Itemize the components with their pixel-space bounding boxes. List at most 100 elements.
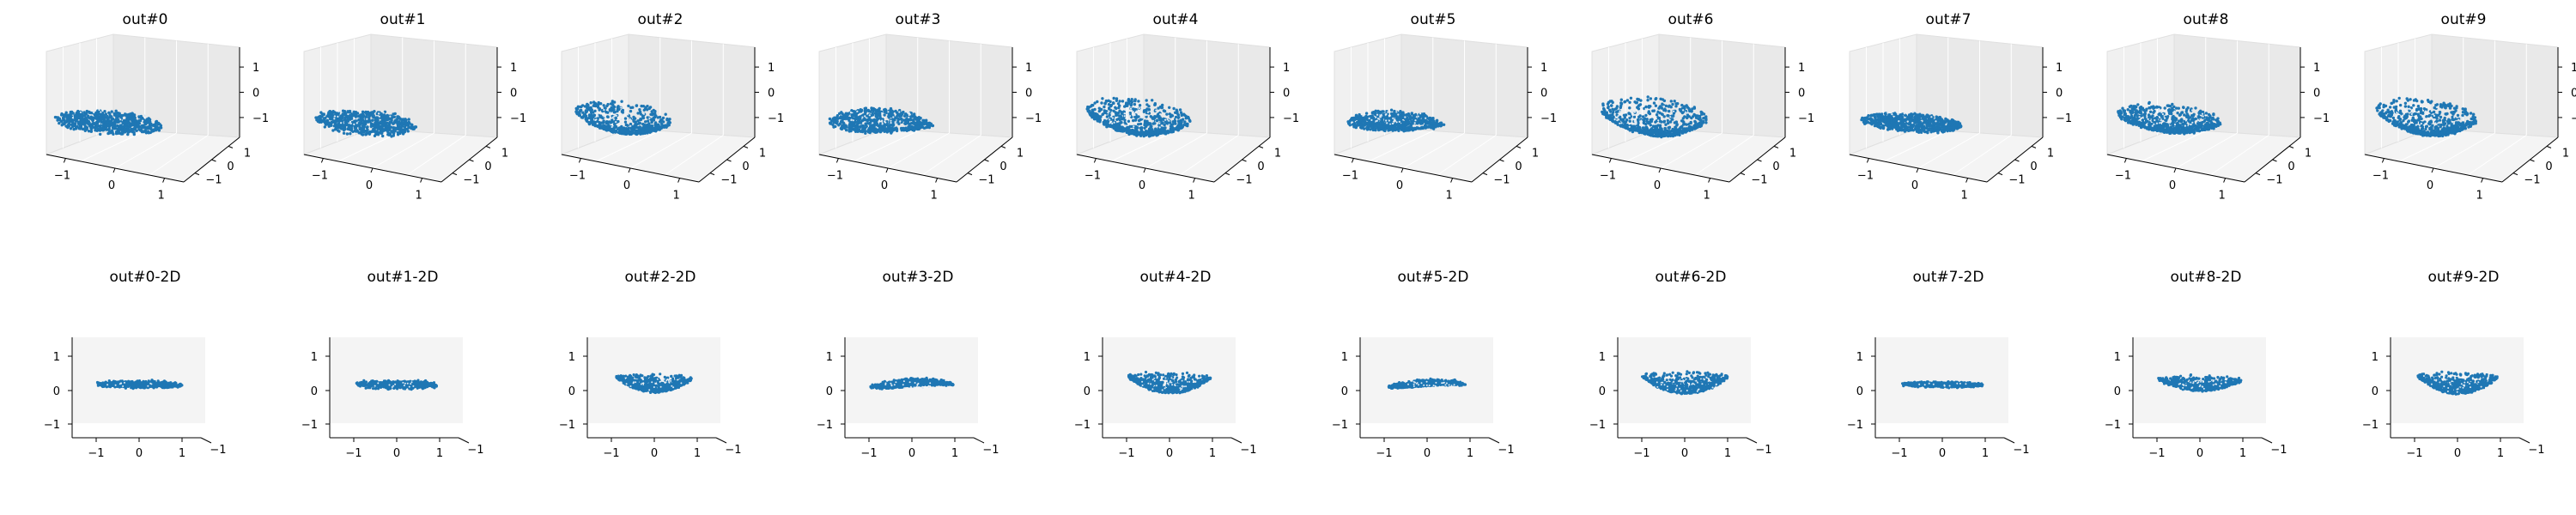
- data-point: [74, 119, 78, 123]
- data-point-highlight: [846, 119, 848, 122]
- data-point: [617, 130, 620, 134]
- data-point: [847, 112, 850, 116]
- data-point-highlight: [641, 379, 644, 381]
- data-point: [918, 126, 921, 130]
- data-point: [148, 120, 152, 124]
- data-point-highlight: [908, 116, 910, 118]
- data-point: [629, 109, 633, 113]
- data-point: [391, 130, 394, 134]
- data-point-highlight: [665, 381, 667, 384]
- data-point: [655, 128, 659, 131]
- data-point-highlight: [98, 108, 100, 112]
- data-point: [58, 121, 61, 125]
- data-point: [905, 127, 909, 131]
- data-point-highlight: [908, 112, 911, 114]
- data-point-highlight: [106, 384, 109, 386]
- data-point: [629, 130, 632, 134]
- data-point: [612, 108, 616, 112]
- data-point: [650, 113, 654, 117]
- data-point: [873, 107, 877, 112]
- data-point-highlight: [671, 385, 673, 387]
- data-point: [620, 100, 623, 103]
- data-point-highlight: [355, 122, 358, 124]
- data-point: [364, 386, 368, 390]
- x-tick-mark: [320, 158, 324, 163]
- data-point: [581, 111, 585, 114]
- data-point: [635, 104, 639, 107]
- data-point: [611, 100, 615, 104]
- data-point: [390, 119, 393, 123]
- data-point-highlight: [884, 120, 886, 123]
- data-point: [589, 101, 592, 105]
- data-point: [605, 104, 609, 108]
- z-tick-label: 1: [510, 62, 517, 75]
- x-tick-label-2d: 1: [436, 447, 443, 460]
- data-point: [55, 116, 58, 119]
- data-point: [635, 124, 638, 129]
- data-point: [332, 124, 337, 128]
- data-point: [179, 383, 183, 387]
- x-tick-label-2d: 0: [136, 447, 143, 460]
- data-point: [629, 106, 633, 110]
- data-point: [398, 131, 402, 136]
- data-point: [109, 116, 112, 119]
- data-point-highlight: [125, 111, 128, 113]
- x-tick-mark: [835, 158, 839, 163]
- data-point-highlight: [79, 111, 82, 113]
- data-point: [346, 118, 350, 122]
- data-point: [906, 122, 910, 125]
- depth-tick-label: −1: [982, 444, 999, 457]
- data-point: [69, 119, 72, 124]
- data-point: [95, 125, 99, 129]
- data-point-highlight: [887, 111, 890, 113]
- data-point: [911, 127, 914, 130]
- data-point: [840, 119, 843, 124]
- data-point: [353, 126, 356, 130]
- data-point: [151, 124, 155, 127]
- data-point: [322, 119, 325, 123]
- data-point: [661, 116, 665, 120]
- data-point: [362, 130, 366, 134]
- data-point: [917, 118, 921, 122]
- data-point: [364, 115, 368, 118]
- data-point: [659, 390, 662, 393]
- data-point: [380, 131, 384, 136]
- z-tick-label: 1: [1025, 62, 1032, 75]
- data-point: [607, 124, 611, 127]
- y-tick-label: 0: [484, 161, 491, 173]
- data-point: [854, 126, 858, 130]
- data-point: [841, 114, 846, 118]
- data-point: [894, 109, 897, 113]
- data-point-highlight: [898, 111, 901, 113]
- panel-2d-1: out#1-2D−110−1−1 0 1: [301, 269, 484, 460]
- data-point: [411, 127, 415, 130]
- data-point: [83, 129, 88, 132]
- data-point-highlight: [609, 114, 611, 117]
- x-tick-mark: [677, 178, 681, 183]
- data-point-highlight: [353, 123, 355, 125]
- data-point: [587, 121, 591, 125]
- x-tick-label: −1: [54, 169, 70, 182]
- data-point: [663, 375, 666, 379]
- data-point: [873, 130, 877, 134]
- data-point-highlight: [620, 122, 623, 124]
- data-point: [665, 125, 668, 129]
- data-point-highlight: [662, 379, 665, 381]
- x-tick-label-2d: −1: [345, 447, 361, 460]
- data-point: [353, 112, 356, 115]
- data-point: [59, 119, 63, 123]
- data-point: [82, 118, 85, 123]
- data-point-highlight: [119, 118, 122, 121]
- depth-axis-2d: [200, 437, 212, 444]
- data-point: [638, 125, 641, 129]
- x-tick-mark: [578, 158, 581, 163]
- data-point: [673, 374, 677, 378]
- data-point: [331, 110, 335, 113]
- data-point: [392, 134, 395, 137]
- data-point: [622, 130, 625, 134]
- z-tick-label: −1: [768, 112, 784, 125]
- data-point: [644, 383, 647, 386]
- data-point: [675, 381, 678, 385]
- data-point-highlight: [642, 112, 646, 115]
- data-point: [103, 110, 106, 113]
